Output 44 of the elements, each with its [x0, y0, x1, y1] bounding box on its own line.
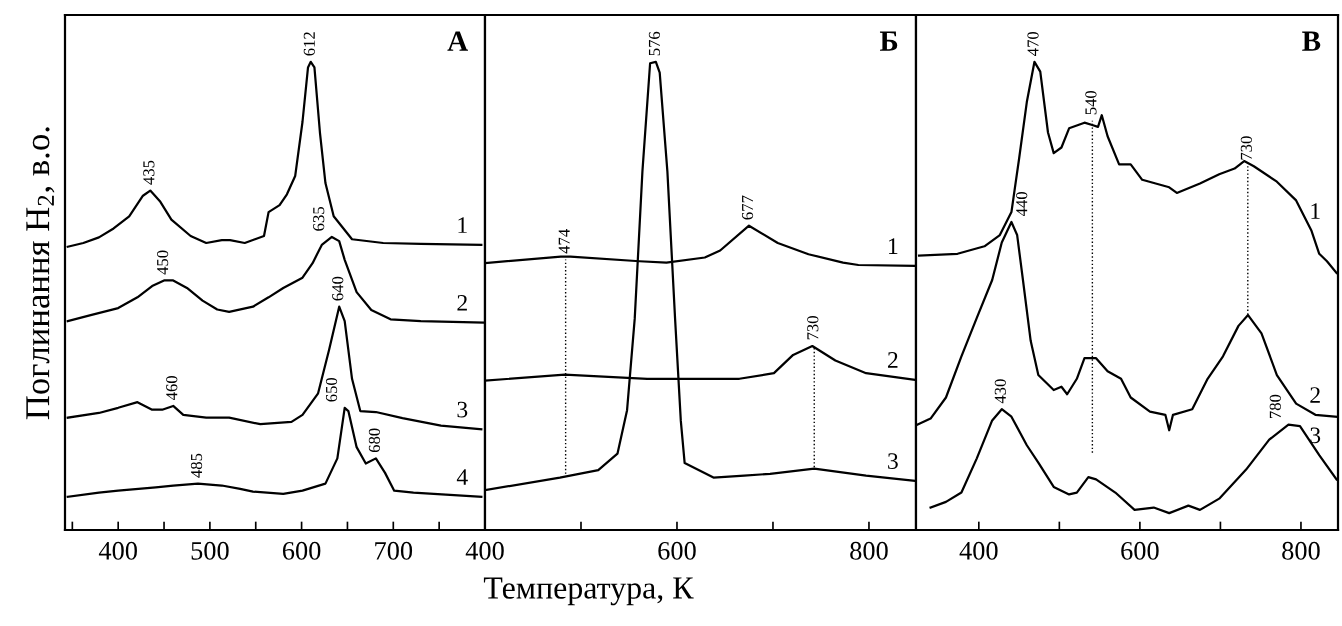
series-label: 1: [1311, 203, 1320, 219]
x-tick-label: 600: [282, 541, 321, 560]
annotation: 780: [1269, 394, 1281, 418]
annotation: 650: [325, 377, 338, 402]
x-tick-label: 800: [850, 541, 888, 560]
annotation: 635: [313, 207, 325, 231]
series-label: 2: [457, 294, 467, 311]
series-label: 3: [1310, 427, 1321, 444]
annotation: 460: [166, 376, 178, 401]
series-label: 1: [889, 238, 898, 254]
series-label: 2: [887, 352, 898, 368]
annotation: 612: [303, 32, 315, 56]
x-axis-title: Температура, К: [483, 577, 694, 606]
annotation: 450: [156, 250, 169, 275]
x-tick-label: 400: [465, 541, 504, 560]
x-tick-label: 400: [98, 541, 137, 560]
x-tick-label: 500: [191, 541, 229, 560]
annotation: 540: [1085, 90, 1097, 115]
series-label: 1: [458, 217, 467, 233]
x-tick-label: 800: [1282, 541, 1320, 560]
annotation: 640: [332, 276, 344, 301]
annotation: 730: [807, 316, 819, 340]
x-tick-label: 400: [959, 541, 998, 560]
text: Б: [879, 31, 898, 51]
annotation: 470: [1027, 31, 1039, 56]
annotation: 430: [994, 379, 1006, 404]
x-tick-label: 600: [658, 541, 696, 560]
series-label: 3: [888, 453, 898, 470]
annotation: 474: [558, 229, 570, 254]
annotation: 435: [143, 160, 155, 185]
annotation: 677: [741, 195, 754, 220]
y-axis-title: Поглинання H$_{2}$, в.о.: [26, 127, 55, 420]
annotation: 680: [368, 428, 381, 453]
annotation: 485: [190, 453, 203, 478]
series-label: 3: [457, 401, 468, 418]
annotation: 440: [1016, 192, 1028, 217]
series-label: 4: [456, 469, 468, 485]
x-tick-label: 700: [375, 541, 413, 560]
series-label: 2: [1310, 387, 1320, 403]
annotation: 576: [648, 31, 661, 56]
x-tick-label: 600: [1121, 541, 1159, 560]
text: А: [447, 31, 468, 51]
text: В: [1302, 31, 1321, 51]
annotation: 730: [1240, 136, 1252, 160]
